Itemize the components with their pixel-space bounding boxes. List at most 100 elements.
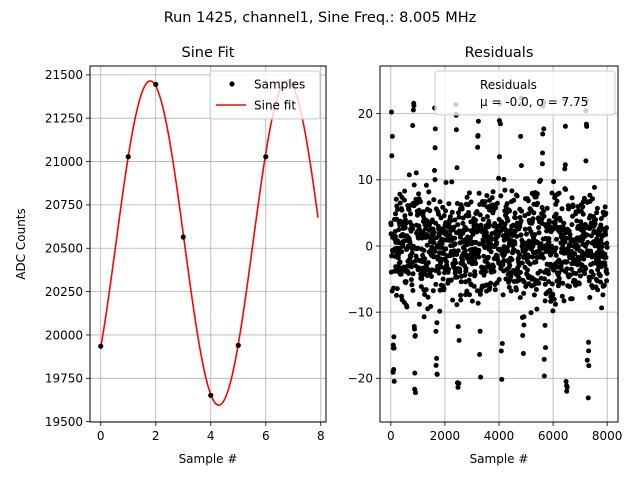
residual-point xyxy=(569,222,575,228)
residual-point xyxy=(391,378,397,384)
residual-point xyxy=(416,223,422,229)
residual-point xyxy=(456,380,462,386)
residual-point xyxy=(458,279,464,285)
residual-point xyxy=(477,352,483,357)
residual-point xyxy=(475,300,481,306)
residual-point xyxy=(446,266,452,272)
residual-point xyxy=(434,371,440,377)
residual-point xyxy=(410,226,416,232)
residual-point xyxy=(476,247,482,253)
residual-point xyxy=(388,222,394,228)
residual-point xyxy=(455,222,461,228)
residual-point xyxy=(449,209,455,215)
residual-point xyxy=(401,197,407,203)
residual-point xyxy=(501,177,507,182)
residual-point xyxy=(581,195,587,201)
residual-point xyxy=(464,227,470,232)
legend-samples-label: Samples xyxy=(254,78,305,92)
residual-point xyxy=(519,208,525,214)
residual-point xyxy=(468,235,473,241)
residual-point xyxy=(500,292,506,298)
residual-point xyxy=(448,218,453,224)
residuals-xtick-label: 6000 xyxy=(538,429,569,443)
sample-point xyxy=(208,392,214,398)
residual-point xyxy=(567,243,573,249)
residual-point xyxy=(392,234,398,239)
residual-point xyxy=(448,277,454,283)
residual-point xyxy=(531,210,537,216)
residual-point xyxy=(566,206,571,212)
residual-point xyxy=(478,374,484,380)
residual-point xyxy=(507,262,513,268)
residual-point xyxy=(460,220,466,226)
residual-point xyxy=(408,277,414,283)
residual-point xyxy=(518,218,524,224)
sample-point xyxy=(180,234,186,240)
residual-point xyxy=(477,328,483,334)
residual-point xyxy=(584,357,590,363)
legend-sine-fit-label: Sine fit xyxy=(254,99,296,113)
residual-point xyxy=(431,240,437,246)
residual-point xyxy=(455,248,461,254)
residual-point xyxy=(395,207,400,212)
residual-point xyxy=(578,222,584,228)
residual-point xyxy=(603,255,609,260)
legend-samples-marker xyxy=(229,81,235,87)
residual-point xyxy=(454,302,460,308)
residual-point xyxy=(431,230,437,236)
residual-point xyxy=(584,123,590,129)
residual-point xyxy=(501,258,507,264)
residual-point xyxy=(412,333,418,338)
residual-point xyxy=(431,197,437,203)
residual-point xyxy=(516,275,522,281)
residual-point xyxy=(412,326,417,332)
residual-point xyxy=(536,280,542,286)
residual-point xyxy=(536,230,542,236)
residuals-legend: Residuals μ = -0.0, σ = 7.75 xyxy=(434,70,616,116)
residual-point xyxy=(533,287,539,292)
residual-point xyxy=(411,182,417,188)
residual-point xyxy=(416,265,422,271)
residuals-title: Residuals xyxy=(465,45,534,61)
residual-point xyxy=(534,191,540,197)
residual-point xyxy=(573,271,579,277)
sine-fit-ytick-label: 20750 xyxy=(45,198,83,212)
residual-point xyxy=(452,217,458,223)
residual-point xyxy=(580,211,586,217)
residual-point xyxy=(551,179,557,185)
residual-point xyxy=(512,241,518,247)
residual-point xyxy=(586,339,591,345)
residual-point xyxy=(564,266,570,272)
residual-point xyxy=(538,241,544,247)
residual-point xyxy=(437,199,443,205)
residual-point xyxy=(467,292,472,298)
sine-fit-ytick-label: 21500 xyxy=(45,68,83,82)
residual-point xyxy=(604,240,610,246)
residual-point xyxy=(410,288,416,293)
residual-point xyxy=(494,200,500,206)
residual-point xyxy=(457,234,463,240)
residual-point xyxy=(517,252,522,258)
residual-point xyxy=(488,280,494,286)
residual-point xyxy=(554,198,560,204)
residual-point xyxy=(559,293,565,299)
sine-fit-title: Sine Fit xyxy=(182,45,235,61)
residual-point xyxy=(598,216,604,222)
residual-point xyxy=(466,213,472,219)
residual-point xyxy=(509,188,515,194)
residual-point xyxy=(522,213,528,219)
residual-point xyxy=(561,220,567,226)
residual-point xyxy=(541,373,547,379)
residuals-ytick-label: 0 xyxy=(365,239,373,253)
residual-point xyxy=(518,270,523,275)
residual-point xyxy=(594,210,600,216)
residual-point xyxy=(389,109,394,115)
sample-point xyxy=(263,154,269,160)
residual-point xyxy=(521,290,527,296)
residual-point xyxy=(441,286,447,291)
residual-point xyxy=(462,248,468,254)
residual-point xyxy=(533,259,539,265)
residual-point xyxy=(469,298,475,304)
residual-point xyxy=(554,236,559,242)
